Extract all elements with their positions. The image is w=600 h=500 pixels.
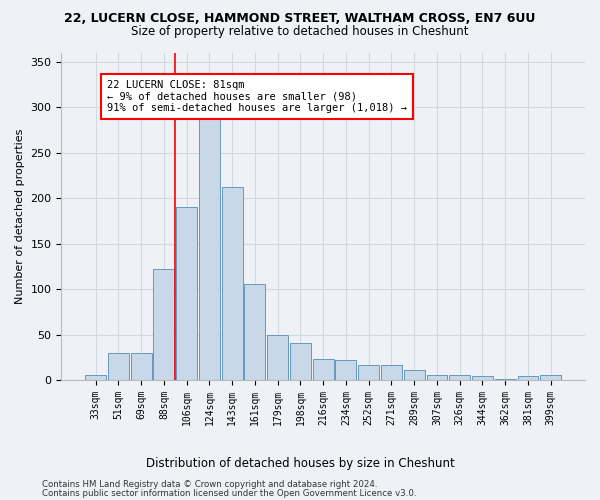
Bar [381,366,402,380]
Bar [358,366,379,380]
Y-axis label: Number of detached properties: Number of detached properties [15,128,25,304]
Bar [313,359,334,380]
Bar [335,360,356,380]
Text: 22 LUCERN CLOSE: 81sqm
← 9% of detached houses are smaller (98)
91% of semi-deta: 22 LUCERN CLOSE: 81sqm ← 9% of detached … [107,80,407,113]
Text: Size of property relative to detached houses in Cheshunt: Size of property relative to detached ho… [131,25,469,38]
Bar [540,376,561,380]
Bar [449,376,470,380]
Bar [244,284,265,380]
Text: Contains HM Land Registry data © Crown copyright and database right 2024.: Contains HM Land Registry data © Crown c… [42,480,377,489]
Bar [108,352,129,380]
Bar [290,342,311,380]
Bar [85,376,106,380]
Bar [518,376,538,380]
Bar [495,379,515,380]
Bar [267,334,288,380]
Bar [427,376,448,380]
Bar [472,376,493,380]
Bar [199,112,220,380]
Bar [131,352,152,380]
Bar [404,370,425,380]
Bar [222,187,242,380]
Text: Distribution of detached houses by size in Cheshunt: Distribution of detached houses by size … [146,458,454,470]
Text: 22, LUCERN CLOSE, HAMMOND STREET, WALTHAM CROSS, EN7 6UU: 22, LUCERN CLOSE, HAMMOND STREET, WALTHA… [64,12,536,26]
Bar [176,207,197,380]
Bar [154,269,175,380]
Text: Contains public sector information licensed under the Open Government Licence v3: Contains public sector information licen… [42,489,416,498]
